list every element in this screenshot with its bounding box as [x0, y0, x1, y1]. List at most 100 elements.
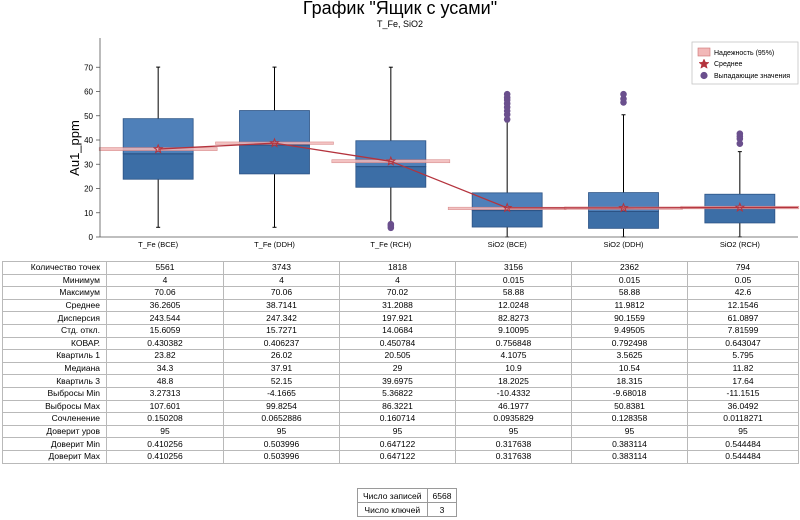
table-cell: 11.82 [687, 361, 799, 376]
table-cell: 90.1559 [571, 311, 688, 325]
box-lower [239, 144, 310, 175]
table-cell: 794 [687, 261, 799, 275]
table-cell: 31.2088 [339, 298, 456, 313]
x-tick-label: T_Fe (DDH) [254, 240, 295, 249]
y-tick-label: 0 [89, 233, 94, 242]
table-cell: 9.49505 [571, 323, 688, 338]
table-row: Среднее 36.2605 38.7141 31.2088 12.0248 11.98… [2, 298, 799, 313]
table-cell: 82.8273 [455, 311, 572, 325]
box-group [215, 66, 334, 228]
table-cell: 18.2025 [455, 374, 572, 388]
row-label: Сочленение [2, 412, 107, 426]
table-cell: 0.317638 [455, 437, 572, 451]
table-cell: 12.1546 [687, 298, 799, 313]
box-group [680, 130, 800, 238]
table-cell: 4 [339, 273, 456, 288]
outlier-point [736, 140, 744, 147]
table-cell: 0.792498 [571, 336, 688, 351]
table-cell: 0.015 [455, 273, 572, 288]
legend-label-ci: Надежность (95%) [714, 50, 774, 57]
table-cell: 0.317638 [455, 449, 572, 464]
table-cell: 0.756848 [455, 336, 572, 351]
box-group [447, 90, 567, 238]
summary-row-keys: Число ключей 3 [357, 502, 458, 517]
table-cell: 0.0118271 [687, 412, 799, 426]
table-cell: 0.150208 [106, 412, 224, 426]
mean-star-marker [269, 137, 280, 148]
table-row: Медиана 34.3 37.91 29 10.9 10.54 11.82 [2, 361, 799, 376]
table-cell: -9.68018 [571, 386, 688, 401]
table-cell: 17.64 [687, 374, 799, 388]
chart-title: График "Ящик с усами" [302, 0, 498, 18]
table-row: Доверит уров 95 95 95 95 95 95 [2, 424, 799, 439]
table-cell: 0.05 [687, 273, 799, 288]
table-cell: 1818 [339, 261, 456, 275]
row-label: Максимум [2, 286, 107, 300]
table-row: Квартиль 3 48.8 52.15 39.6975 18.2025 18.315 1… [2, 374, 799, 388]
table-cell: 0.410256 [106, 449, 224, 464]
table-cell: 3.27313 [106, 386, 224, 401]
table-cell: 39.6975 [339, 374, 456, 388]
box-lower [471, 210, 543, 228]
table-cell: 95 [339, 424, 456, 439]
table-cell: 10.54 [571, 361, 688, 376]
table-cell: 4 [106, 273, 224, 288]
table-cell: 5.36822 [339, 386, 456, 401]
table-cell: 5561 [106, 261, 224, 275]
table-cell: 0.450784 [339, 336, 456, 351]
table-cell: 0.128358 [571, 412, 688, 426]
table-cell: 15.6059 [106, 323, 224, 338]
table-cell: -11.1515 [687, 386, 799, 401]
table-cell: 0.647122 [339, 437, 456, 451]
table-cell: 95 [687, 424, 799, 439]
y-axis-label: Au1_ppm [67, 120, 82, 176]
table-row: Квартиль 1 23.82 26.02 20.505 4.1075 3.5625 5.… [2, 349, 799, 363]
table-cell: 36.0492 [687, 399, 799, 414]
table-cell: 3.5625 [571, 349, 688, 363]
table-cell: 0.430382 [106, 336, 224, 351]
x-tick-label: SiO2 (RCH) [720, 240, 761, 249]
chart-legend: Надежность (95%) Среднее Выпадающие знач… [691, 41, 799, 85]
y-tick-label: 10 [84, 209, 93, 218]
table-cell: 0.406237 [223, 336, 340, 351]
records-label: Число записей [357, 488, 428, 503]
box-lower [588, 211, 659, 229]
outlier-point [736, 130, 744, 137]
table-row: Сочленение 0.150208 0.0652886 0.160714 0.093… [2, 412, 799, 426]
table-cell: 34.3 [106, 361, 224, 376]
table-cell: 99.8254 [223, 399, 340, 414]
legend-label-outliers: Выпадающие значения [714, 73, 790, 80]
table-cell: 95 [223, 424, 340, 439]
row-label: Минимум [2, 273, 107, 288]
table-cell: 0.0652886 [223, 412, 340, 426]
table-cell: 0.647122 [339, 449, 456, 464]
table-cell: 26.02 [223, 349, 340, 363]
table-cell: 38.7141 [223, 298, 340, 313]
keys-label: Число ключей [357, 502, 428, 517]
y-tick-label: 20 [84, 185, 93, 194]
table-cell: 5.795 [687, 349, 799, 363]
table-cell: 0.410256 [106, 437, 224, 451]
row-label: Стд. откл. [2, 323, 107, 338]
table-cell: 0.0935829 [455, 412, 572, 426]
table-cell: 48.8 [106, 374, 224, 388]
y-tick-label: 60 [84, 88, 93, 97]
table-cell: 70.02 [339, 286, 456, 300]
table-cell: -10.4332 [455, 386, 572, 401]
confidence-band [98, 147, 218, 151]
table-cell: 0.503996 [223, 437, 340, 451]
keys-value: 3 [426, 502, 458, 517]
legend-outlier-icon [700, 71, 708, 80]
box-lower [355, 166, 427, 188]
y-tick-label: 70 [84, 63, 93, 72]
x-tick-label: SiO2 (DDH) [603, 240, 644, 249]
box-group [564, 90, 683, 238]
x-tick-label: SiO2 (BCE) [488, 240, 528, 249]
box-lower [122, 153, 194, 180]
table-cell: 0.383114 [571, 449, 688, 464]
mean-star-marker [734, 201, 746, 213]
table-cell: 52.15 [223, 374, 340, 388]
row-label: Доверит уров [2, 424, 107, 439]
table-row: Доверит Min 0.410256 0.503996 0.647122 0.317… [2, 437, 799, 451]
box-group [331, 66, 451, 232]
